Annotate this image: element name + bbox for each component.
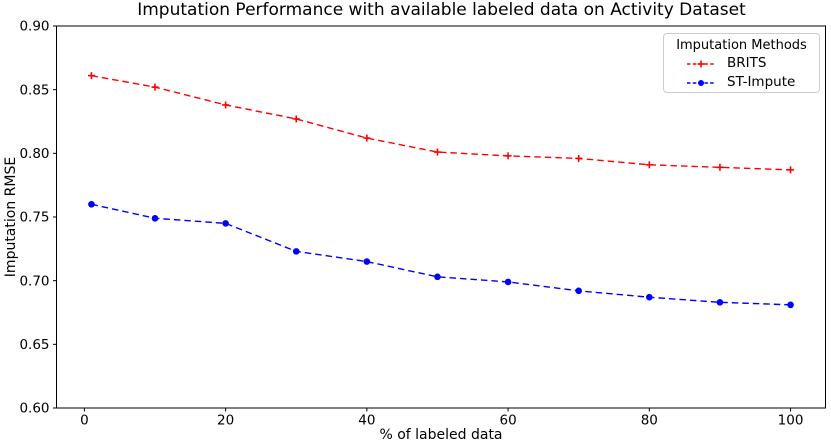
st-impute-marker (646, 293, 653, 301)
legend: Imputation Methods BRITS ST-Impute (663, 33, 820, 93)
x-tick-label: 100 (778, 413, 804, 429)
st-impute-marker (787, 301, 794, 309)
st-impute-line (91, 203, 791, 306)
x-tick-label: 20 (217, 413, 234, 429)
brits-marker (787, 166, 795, 174)
st-impute-marker (716, 299, 724, 306)
st-impute-marker (575, 287, 582, 295)
x-tick-label: 0 (80, 413, 89, 429)
y-tick-label: 0.70 (19, 273, 49, 289)
st-impute-marker (363, 258, 371, 265)
legend-title: Imputation Methods (676, 38, 807, 53)
x-tick-label: 60 (499, 413, 516, 429)
chart-title: Imputation Performance with available la… (137, 0, 746, 20)
st-impute-marker (222, 220, 229, 227)
st-impute-marker (151, 214, 159, 222)
y-tick-label: 0.75 (19, 210, 49, 226)
y-tick-label: 0.80 (19, 146, 49, 162)
legend-label-st-impute: ST-Impute (727, 74, 796, 90)
legend-item-brits: BRITS (686, 54, 812, 73)
series-layer (87, 72, 795, 309)
brits-marker (575, 154, 583, 162)
y-tick-label: 0.60 (19, 401, 49, 417)
x-axis: 0 20 40 60 80 100 (80, 408, 803, 429)
legend-label-brits: BRITS (727, 55, 767, 71)
brits-marker (292, 115, 300, 123)
x-tick-label: 40 (358, 413, 375, 429)
st-impute-marker (88, 200, 95, 208)
brits-line (91, 74, 791, 171)
y-axis: 0.60 0.65 0.70 0.75 0.80 0.85 0.90 (19, 19, 57, 417)
st-impute-marker (292, 248, 300, 255)
y-tick-label: 0.65 (19, 337, 49, 353)
brits-marker (87, 72, 95, 80)
brits-marker (433, 148, 441, 156)
series-brits (87, 72, 795, 174)
st-impute-marker (434, 273, 441, 281)
brits-marker (151, 83, 159, 91)
st-impute-marker (504, 278, 512, 286)
y-tick-label: 0.90 (19, 19, 49, 35)
series-st-impute (88, 200, 794, 309)
legend-item-st-impute: ST-Impute (686, 73, 812, 92)
brits-marker (645, 161, 653, 169)
brits-marker (716, 163, 724, 171)
brits-marker (504, 152, 512, 160)
brits-marker (363, 134, 371, 142)
y-tick-label: 0.85 (19, 82, 49, 98)
y-axis-label: Imputation RMSE (3, 157, 19, 277)
st-impute-dashed-dot-line-sample (687, 79, 715, 86)
brits-marker (222, 101, 230, 109)
x-axis-label: % of labeled data (379, 427, 502, 443)
axes-layer: 0 20 40 60 80 100 0.60 0.65 0.70 0.75 0.80 0.85 0.90 (19, 19, 826, 429)
brits-dashed-plus-line-sample (687, 60, 715, 67)
x-tick-label: 80 (641, 413, 658, 429)
